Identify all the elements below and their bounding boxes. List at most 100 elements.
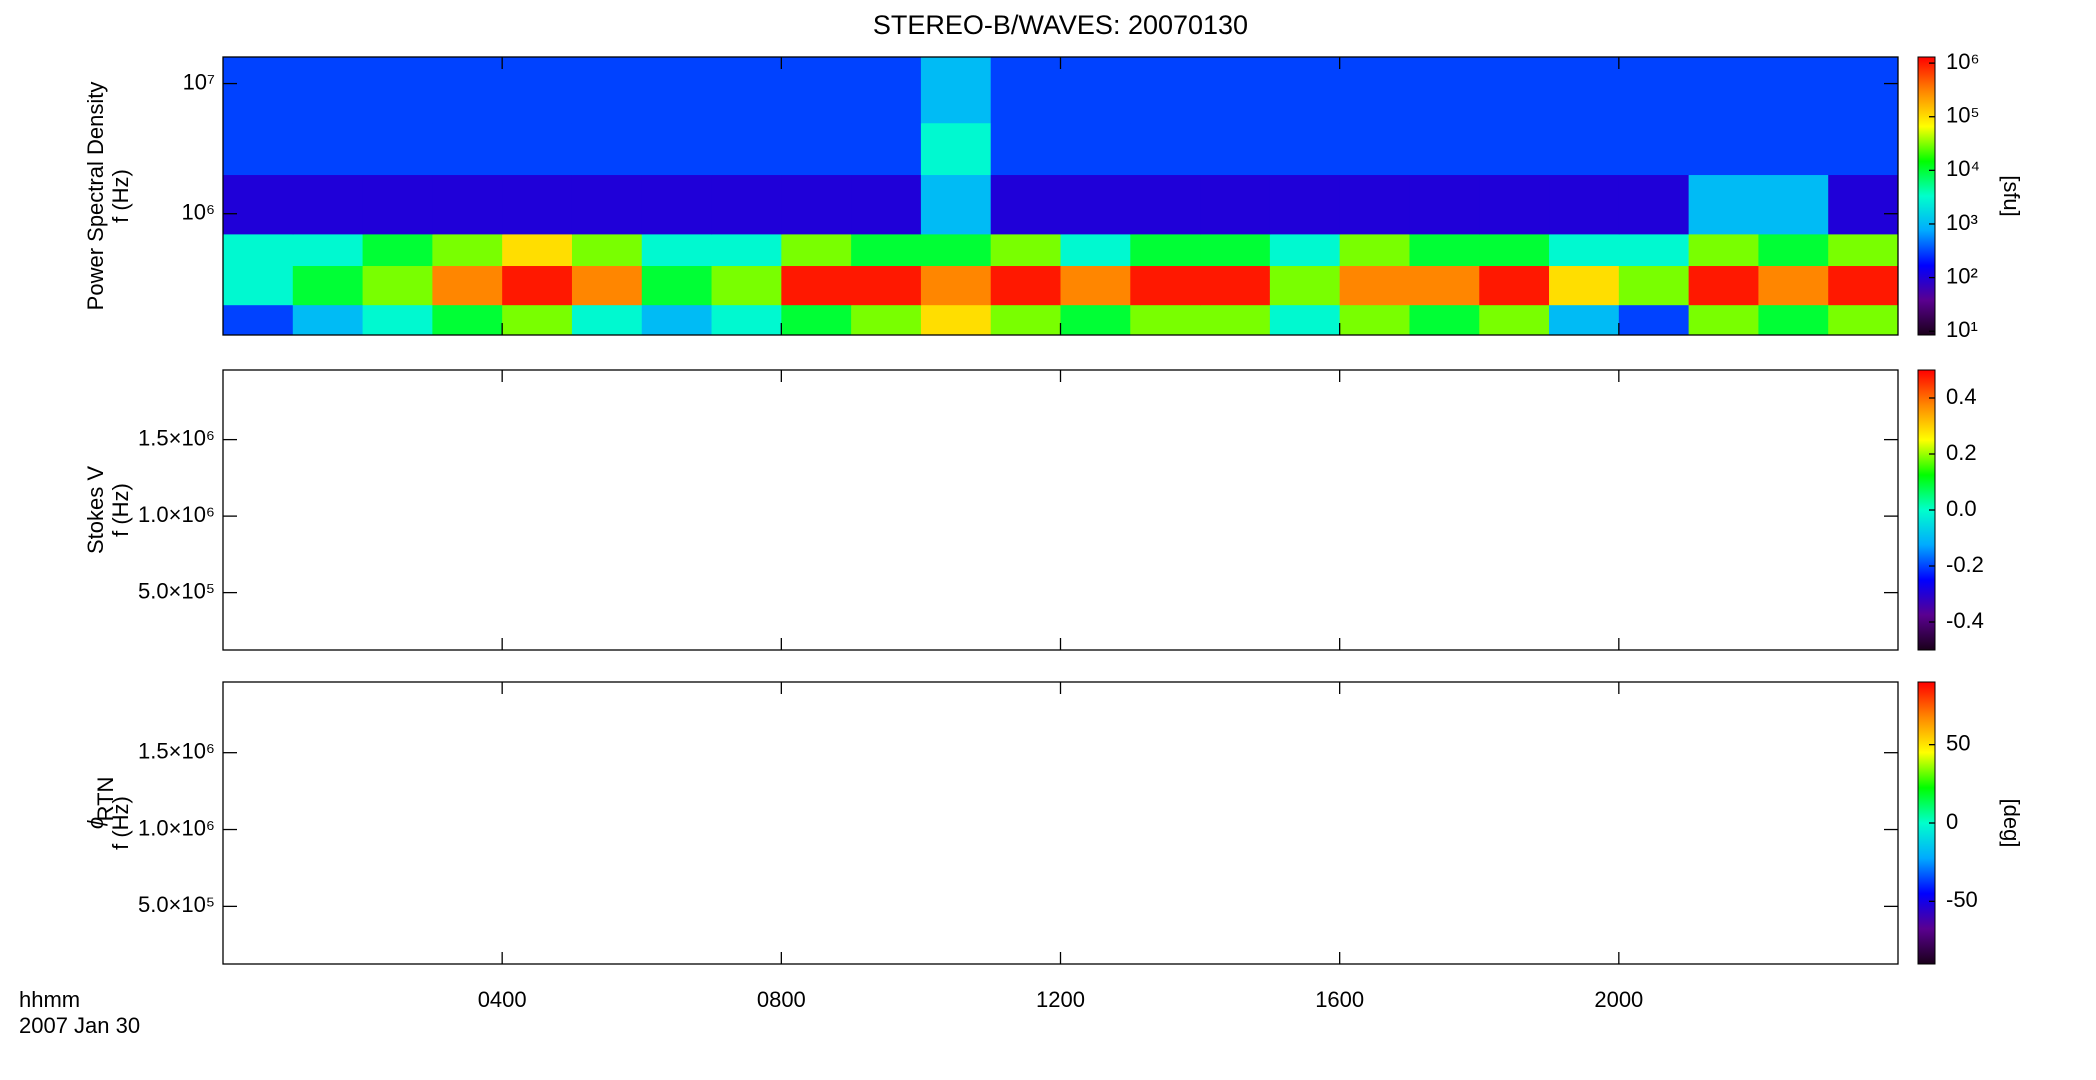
y-axis-label: f (Hz): [108, 483, 133, 537]
heat-cell: [1618, 57, 1690, 124]
heat-cell: [1130, 304, 1201, 336]
heat-cell: [1130, 233, 1201, 267]
heat-cell: [502, 57, 573, 124]
heat-cell: [1688, 304, 1759, 336]
heat-cell: [1828, 304, 1899, 336]
heat-cell: [781, 57, 852, 124]
x-axis-label: hhmm: [19, 987, 80, 1012]
heat-cell: [1618, 174, 1690, 235]
heat-cell: [781, 233, 852, 267]
colorbar-tick-label: -0.4: [1946, 608, 1984, 633]
heat-cell: [502, 174, 573, 235]
heat-cell: [641, 304, 713, 336]
heat-cell: [920, 122, 992, 176]
heat-cell: [1828, 174, 1899, 235]
heat-cell: [1688, 174, 1759, 235]
colorbar-tick-label: 10¹: [1946, 317, 1978, 342]
x-tick-label: 0800: [757, 987, 806, 1012]
heat-cell: [1200, 174, 1271, 235]
heat-cell: [1758, 304, 1829, 336]
heat-cell: [1549, 233, 1620, 267]
heat-cell: [851, 57, 922, 124]
y-axis-label: Stokes V: [83, 466, 108, 554]
y-tick-label: 5.0×10⁵: [138, 578, 215, 603]
heat-cell: [781, 122, 852, 176]
heat-cell: [502, 233, 573, 267]
heat-cell: [223, 174, 294, 235]
heat-cell: [432, 265, 503, 306]
x-tick-label: 1200: [1036, 987, 1085, 1012]
colorbar-tick-label: 10⁴: [1946, 156, 1980, 181]
heat-cell: [1269, 122, 1341, 176]
colorbar-tick-label: 0.0: [1946, 496, 1977, 521]
heat-cell: [292, 304, 364, 336]
heat-cell: [1409, 57, 1480, 124]
colorbar-tick-label: 10⁶: [1946, 49, 1980, 74]
colorbar-tick-label: 0.4: [1946, 384, 1977, 409]
y-tick-label: 1.0×10⁶: [138, 815, 215, 840]
heat-cell: [990, 233, 1061, 267]
heat-cell: [851, 233, 922, 267]
heat-cell: [223, 57, 294, 124]
y-tick-label: 1.5×10⁶: [138, 739, 215, 764]
heat-cell: [1828, 122, 1899, 176]
date-label: 2007 Jan 30: [19, 1013, 140, 1038]
heat-cell: [502, 304, 573, 336]
heat-cell: [1130, 57, 1201, 124]
heat-cell: [1618, 265, 1690, 306]
heat-cell: [362, 174, 433, 235]
heat-cell: [711, 233, 782, 267]
heat-cell: [990, 265, 1061, 306]
heat-cell: [223, 304, 294, 336]
heat-cell: [1060, 57, 1131, 124]
heat-cell: [292, 174, 364, 235]
y-axis-label: f (Hz): [108, 169, 133, 223]
heat-cell: [292, 57, 364, 124]
heat-cell: [1758, 122, 1829, 176]
heat-cell: [1758, 174, 1829, 235]
colorbar-label: [sfu]: [1999, 175, 2024, 217]
heat-cell: [1060, 122, 1131, 176]
heat-cell: [990, 174, 1061, 235]
heat-cell: [641, 265, 713, 306]
x-tick-label: 1600: [1315, 987, 1364, 1012]
heat-cell: [1549, 265, 1620, 306]
heat-cell: [1479, 265, 1550, 306]
heat-cell: [1479, 174, 1550, 235]
heat-cell: [1549, 57, 1620, 124]
heat-cell: [1618, 304, 1690, 336]
heat-cell: [1269, 57, 1341, 124]
y-axis-label: Power Spectral Density: [83, 82, 108, 311]
heat-cell: [1339, 174, 1410, 235]
heat-cell: [1549, 174, 1620, 235]
heat-cell: [1409, 265, 1480, 306]
colorbar-tick-label: 10²: [1946, 263, 1978, 288]
heat-cell: [362, 233, 433, 267]
heat-cell: [990, 57, 1061, 124]
heat-cell: [432, 174, 503, 235]
plot-frame: [222, 369, 1899, 651]
heat-cell: [1688, 122, 1759, 176]
heat-cell: [1060, 304, 1131, 336]
heat-cell: [1269, 304, 1341, 336]
x-tick-label: 2000: [1594, 987, 1643, 1012]
heat-cell: [711, 174, 782, 235]
y-tick-label: 5.0×10⁵: [138, 892, 215, 917]
heat-cell: [1688, 57, 1759, 124]
y-tick-label: 10⁶: [181, 200, 215, 225]
heat-cell: [571, 233, 643, 267]
colorbar-tick-label: 10⁵: [1946, 103, 1980, 128]
heat-cell: [781, 265, 852, 306]
y-tick-label: 1.0×10⁶: [138, 502, 215, 527]
heat-cell: [1200, 265, 1271, 306]
x-tick-label: 0400: [478, 987, 527, 1012]
heat-cell: [502, 122, 573, 176]
heat-cell: [990, 304, 1061, 336]
heat-cell: [223, 233, 294, 267]
heat-cell: [432, 57, 503, 124]
heat-cell: [1409, 233, 1480, 267]
heat-cell: [1758, 265, 1829, 306]
heat-cell: [1549, 304, 1620, 336]
